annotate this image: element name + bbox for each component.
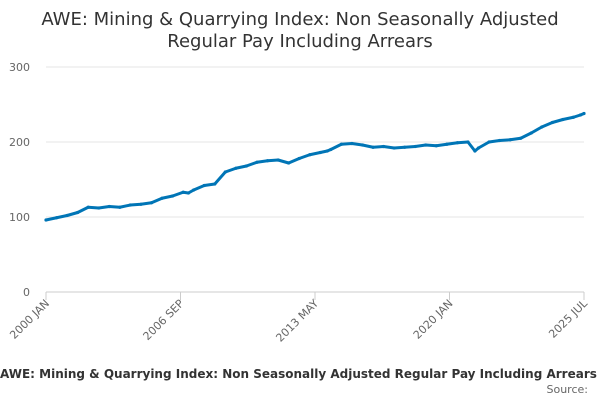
data-point[interactable] [128, 203, 132, 207]
data-point[interactable] [403, 145, 407, 149]
data-point[interactable] [192, 188, 196, 192]
data-point[interactable] [181, 190, 185, 194]
data-point[interactable] [519, 136, 523, 140]
data-point[interactable] [339, 142, 343, 146]
data-point[interactable] [202, 183, 206, 188]
data-point[interactable] [473, 149, 477, 153]
y-axis-labels: 0 100 200 300 [9, 61, 30, 299]
x-tick-label-1: 2006 SEP [141, 297, 187, 343]
x-axis-labels: 2000 JAN 2006 SEP 2013 MAY 2020 JAN 2025 JUL [7, 292, 591, 345]
data-point[interactable] [97, 206, 101, 210]
legend-label[interactable]: AWE: Mining & Quarrying Index: Non Seaso… [0, 367, 597, 381]
data-point[interactable] [265, 159, 270, 163]
data-point[interactable] [149, 201, 154, 205]
data-point[interactable] [381, 144, 386, 149]
data-point[interactable] [160, 196, 164, 200]
data-point[interactable] [287, 161, 291, 165]
data-point[interactable] [223, 170, 227, 174]
data-point[interactable] [445, 142, 449, 146]
data-point[interactable] [466, 140, 470, 144]
data-point[interactable] [118, 205, 122, 209]
data-point[interactable] [186, 191, 191, 195]
data-point[interactable] [550, 120, 554, 125]
x-tick-label-2: 2013 MAY [273, 297, 321, 345]
chart-title-line-2: Regular Pay Including Arrears [167, 31, 433, 52]
data-point[interactable] [350, 141, 354, 146]
data-point[interactable] [424, 143, 428, 147]
data-point[interactable] [476, 146, 481, 150]
data-point[interactable] [276, 158, 280, 162]
data-point[interactable] [413, 144, 417, 149]
data-point[interactable] [318, 150, 322, 155]
data-point[interactable] [65, 213, 69, 218]
source-label: Source: [547, 383, 589, 396]
data-point[interactable] [255, 160, 259, 164]
data-point[interactable] [244, 164, 249, 168]
data-point[interactable] [529, 131, 533, 135]
series-layer [44, 111, 586, 222]
data-point[interactable] [508, 138, 512, 142]
data-point[interactable] [540, 125, 544, 129]
data-point[interactable] [455, 141, 460, 145]
data-point[interactable] [371, 145, 375, 149]
grid-layer [46, 66, 584, 293]
data-point[interactable] [107, 204, 111, 209]
x-tick-label-0: 2000 JAN [7, 297, 52, 342]
data-point[interactable] [561, 117, 565, 122]
data-point[interactable] [578, 113, 583, 117]
data-point[interactable] [234, 166, 238, 170]
data-point[interactable] [76, 210, 80, 215]
data-point[interactable] [297, 156, 301, 161]
x-tick-label-3: 2020 JAN [411, 297, 456, 342]
series-line-0[interactable] [44, 112, 586, 222]
x-tick-label-4: 2025 JUL [546, 296, 590, 340]
data-point[interactable] [86, 205, 90, 209]
data-point[interactable] [170, 194, 175, 198]
y-tick-label-3: 300 [9, 61, 30, 74]
data-point[interactable] [571, 115, 576, 119]
chart-title-line-1: AWE: Mining & Quarrying Index: Non Seaso… [41, 9, 558, 30]
y-tick-label-1: 100 [9, 211, 30, 224]
y-tick-label-0: 0 [23, 286, 30, 299]
data-point[interactable] [139, 202, 143, 206]
data-point[interactable] [54, 216, 59, 220]
data-point[interactable] [392, 146, 396, 150]
data-point[interactable] [434, 144, 438, 148]
data-point[interactable] [582, 111, 586, 116]
data-point[interactable] [325, 149, 329, 153]
data-point[interactable] [44, 218, 48, 222]
data-point[interactable] [487, 140, 491, 144]
data-point[interactable] [329, 147, 333, 152]
data-point[interactable] [308, 153, 312, 157]
data-point[interactable] [498, 138, 502, 143]
data-point[interactable] [213, 182, 217, 186]
y-tick-label-2: 200 [9, 136, 30, 149]
data-point[interactable] [360, 143, 365, 147]
